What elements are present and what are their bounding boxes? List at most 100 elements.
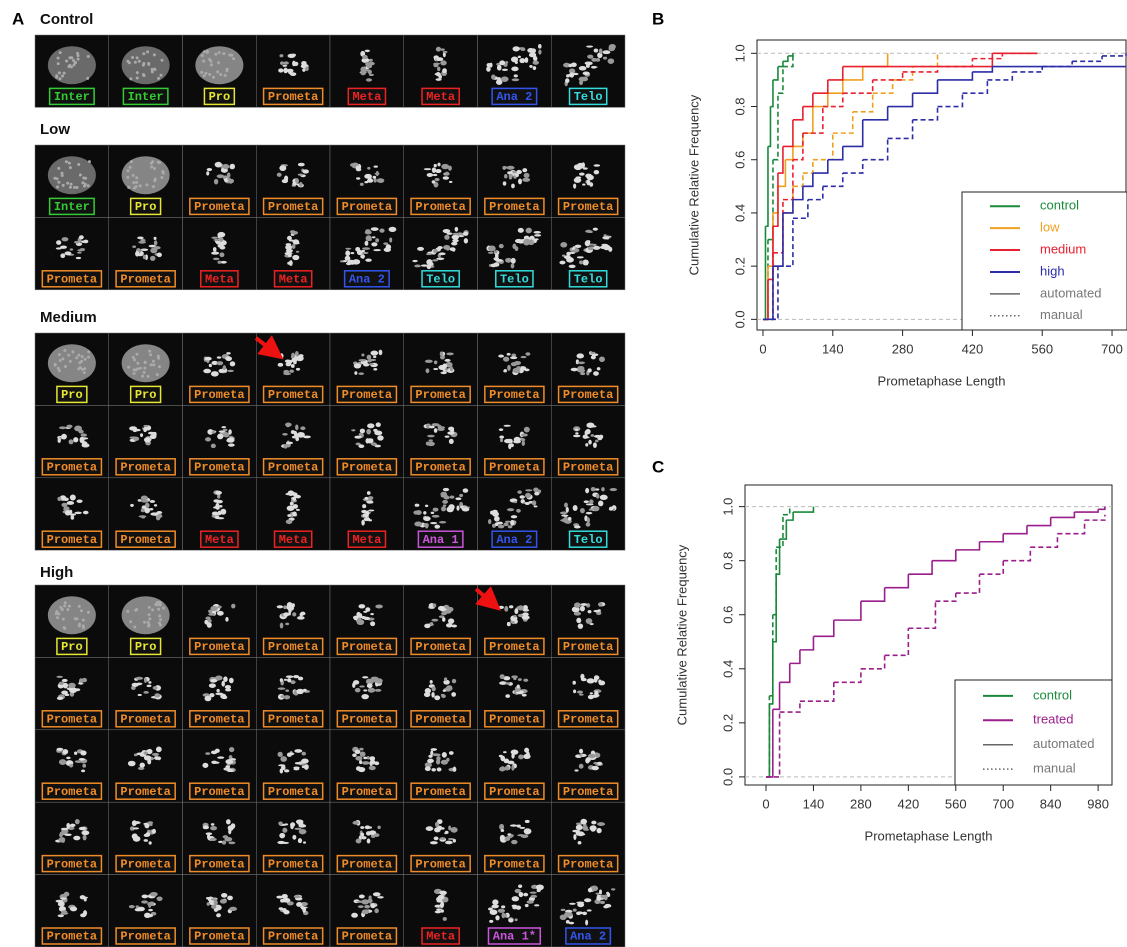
speck [285,252,293,255]
phase-label: Prometa [415,388,465,402]
speck [368,496,374,500]
speck [579,77,586,82]
step-segment [808,186,823,199]
speck [143,691,149,694]
speck [222,696,228,699]
y-tick-label: 1.0 [732,44,747,62]
speck [356,177,360,179]
speck [293,768,299,771]
panel-label: C [652,457,664,476]
step-segment [908,601,935,628]
phase-label: Prometa [563,388,613,402]
speck [363,689,367,691]
speck [156,516,160,520]
speck [513,46,520,51]
speck [154,240,158,246]
legend: controltreatedautomatedmanual [955,680,1112,785]
step-segment [783,160,793,200]
speck [227,172,231,178]
phase-label: Prometa [342,200,392,214]
speck [500,674,505,679]
speck [71,350,74,353]
speck [136,71,139,74]
speck [435,910,441,913]
speck [577,256,584,258]
speck [58,902,65,907]
speck [213,258,220,261]
speck [220,261,226,264]
phase-label: Prometa [415,857,465,871]
speck [133,625,136,628]
speck [226,819,231,824]
speck [579,260,583,264]
speck [223,767,230,770]
speck [157,608,160,611]
speck [225,688,231,691]
speck [126,610,129,613]
speck [217,756,224,759]
speck [429,426,435,429]
speck [433,63,438,67]
speck [135,176,138,179]
speck [445,359,451,362]
speck [518,678,522,681]
step-segment [956,542,980,550]
speck [141,496,148,501]
speck [296,902,302,907]
speck [577,366,584,370]
speck [377,826,380,829]
speck [501,905,505,908]
speck [444,235,449,240]
legend-label: manual [1033,761,1076,776]
speck [579,833,586,836]
speck [79,248,85,250]
speck [494,516,500,522]
speck [288,71,292,74]
speck [508,918,513,922]
speck [139,367,142,370]
speck [298,163,305,167]
phase-label: Meta [352,90,381,104]
speck [371,227,379,231]
phase-label: Prometa [120,460,170,474]
speck [432,167,436,173]
speck [534,505,538,507]
phase-label: Inter [54,90,90,104]
speck [58,369,61,372]
phase-label: Pro [61,388,83,402]
speck [586,522,591,527]
speck [283,68,288,74]
x-tick-label: 140 [822,341,844,356]
speck [127,366,130,369]
speck [507,508,514,511]
speck [212,511,219,515]
speck [130,160,133,163]
speck [219,512,222,515]
speck [132,820,137,826]
speck [516,889,521,892]
phase-label: Prometa [120,785,170,799]
speck [499,755,503,758]
speck [80,609,83,612]
speck [375,238,379,242]
speck [568,64,572,67]
speck [594,48,599,52]
speck [61,174,64,177]
speck [575,245,582,248]
speck [150,892,158,897]
speck [375,173,380,175]
phase-label: Meta [426,90,455,104]
step-segment [913,107,938,120]
speck [281,765,285,770]
speck [526,228,532,234]
speck [56,185,59,188]
step-segment [800,682,834,701]
speck [152,753,159,756]
speck [143,427,147,432]
phase-label: Meta [205,272,234,286]
speck [144,839,148,842]
speck [587,909,592,911]
step-segment [843,67,863,80]
speck [427,264,432,269]
speck [84,897,87,901]
